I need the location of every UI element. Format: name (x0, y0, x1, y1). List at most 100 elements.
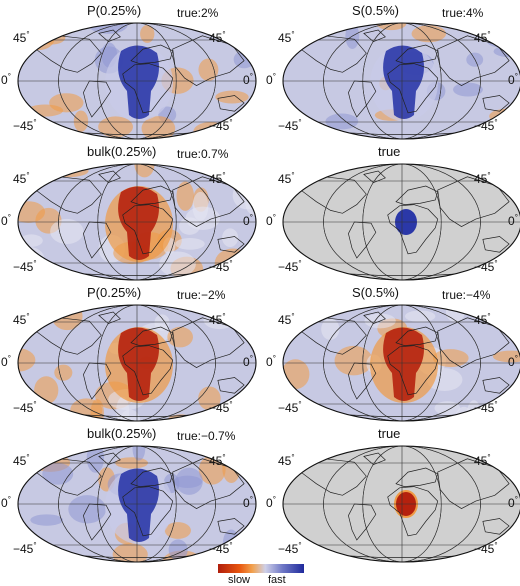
anomaly-patch (432, 349, 469, 368)
anomaly-patch (175, 467, 203, 495)
lat-label-equator-right: 0° (508, 495, 518, 510)
anomaly-patch (229, 547, 254, 562)
lat-label-south-right-value: −45 (474, 260, 495, 274)
lat-label-north-left: 45° (13, 453, 30, 468)
lat-label-equator-left-value: 0 (266, 496, 273, 510)
lat-label-south-left-value: −45 (13, 260, 34, 274)
lat-label-south-right-value: −45 (209, 401, 230, 415)
lat-label-north-left-degree: ° (291, 171, 295, 180)
lat-label-equator-right-value: 0 (508, 73, 515, 87)
anomaly-patch (112, 543, 148, 562)
anomaly-patch (198, 455, 226, 485)
lat-label-north-right: 45° (209, 453, 226, 468)
lat-label-south-left-value: −45 (278, 260, 299, 274)
anomaly-patch (49, 93, 84, 113)
true-value-label: true:−0.7% (177, 429, 236, 443)
lat-label-equator-right-value: 0 (243, 214, 250, 228)
anomaly-patch (73, 110, 89, 132)
lat-label-equator-right: 0° (508, 354, 518, 369)
map-outline (17, 304, 257, 422)
anomaly-patch (132, 446, 146, 461)
graticule (18, 164, 256, 280)
lat-label-south-right-value: −45 (209, 119, 230, 133)
lat-label-equator-left-degree: ° (7, 213, 11, 222)
world-map (17, 22, 257, 140)
lat-label-south-right-value: −45 (209, 260, 230, 274)
lat-label-equator-right-value: 0 (243, 355, 250, 369)
lat-label-north-left-value: 45 (278, 454, 292, 468)
lat-label-south-left-degree: ° (33, 400, 37, 409)
panel-title: bulk(0.25%) (87, 144, 157, 159)
world-map (282, 163, 520, 281)
map-outline (282, 304, 520, 422)
lat-label-south-right-degree: ° (494, 541, 498, 550)
lat-label-north-left: 45° (278, 171, 295, 186)
anomaly-patch (168, 539, 188, 561)
panel-title: bulk(0.25%) (87, 426, 157, 441)
lat-label-north-right-value: 45 (474, 454, 488, 468)
coastlines (300, 311, 510, 417)
anomaly-patch (198, 58, 219, 81)
anomaly-patch (50, 218, 84, 245)
lat-label-south-left-degree: ° (298, 259, 302, 268)
lat-label-equator-left: 0° (266, 495, 276, 510)
lat-label-equator-left-degree: ° (272, 495, 276, 504)
lat-label-north-right-value: 45 (474, 172, 488, 186)
lat-label-south-right-value: −45 (474, 401, 495, 415)
anomaly-patch (244, 257, 256, 270)
lat-label-south-right-degree: ° (229, 541, 233, 550)
lat-label-south-left-degree: ° (298, 118, 302, 127)
anomaly-patch (140, 25, 155, 43)
lat-label-north-left-value: 45 (278, 313, 292, 327)
lat-label-north-left-degree: ° (26, 171, 30, 180)
lat-label-north-right-degree: ° (222, 30, 226, 39)
lat-label-north-right-value: 45 (474, 31, 488, 45)
anomaly-patch (487, 37, 520, 48)
lat-label-south-left: −45° (278, 400, 302, 415)
anomaly-patch (68, 495, 106, 524)
lat-label-north-right: 45° (209, 312, 226, 327)
true-value-label: true:−4% (442, 288, 491, 302)
lat-label-equator-right-value: 0 (243, 496, 250, 510)
lat-label-equator-right-value: 0 (508, 355, 515, 369)
lat-label-south-left: −45° (278, 541, 302, 556)
lat-label-north-left-value: 45 (13, 31, 27, 45)
lat-label-equator-right-degree: ° (514, 354, 518, 363)
colorbar (218, 564, 304, 573)
lat-label-south-left: −45° (13, 400, 37, 415)
anomaly-patch (492, 350, 520, 363)
lat-label-south-left: −45° (278, 259, 302, 274)
world-map (282, 304, 520, 422)
lat-label-equator-left: 0° (266, 354, 276, 369)
lat-label-equator-left-value: 0 (1, 496, 8, 510)
lat-label-north-left-degree: ° (26, 312, 30, 321)
panel-title: true (378, 426, 401, 441)
anomaly-patch (321, 318, 340, 340)
lat-label-south-left-value: −45 (13, 542, 34, 556)
anomaly-patch (192, 191, 209, 222)
anomaly-patch (466, 52, 484, 67)
lat-label-equator-left-value: 0 (1, 355, 8, 369)
lat-label-south-right-degree: ° (229, 259, 233, 268)
lat-label-north-right-degree: ° (222, 171, 226, 180)
lat-label-equator-right-value: 0 (508, 214, 515, 228)
panel-title: true (378, 144, 401, 159)
graticule (18, 23, 256, 139)
lat-label-south-left-degree: ° (33, 259, 37, 268)
lat-label-north-left-value: 45 (13, 313, 27, 327)
lat-label-north-left-degree: ° (26, 30, 30, 39)
lat-label-north-left: 45° (13, 171, 30, 186)
anomaly-patch (176, 181, 194, 211)
lat-label-equator-left-value: 0 (1, 73, 8, 87)
lat-label-south-right: −45° (474, 118, 498, 133)
world-map (17, 445, 257, 563)
lat-label-south-left-value: −45 (13, 401, 34, 415)
panel-title: P(0.25%) (87, 3, 142, 18)
anomaly-patch (175, 238, 205, 250)
lat-label-equator-right: 0° (508, 72, 518, 87)
lat-label-south-right: −45° (474, 259, 498, 274)
anomaly-patch (70, 398, 103, 421)
lat-label-north-right: 45° (474, 171, 491, 186)
lat-label-south-left: −45° (13, 118, 37, 133)
